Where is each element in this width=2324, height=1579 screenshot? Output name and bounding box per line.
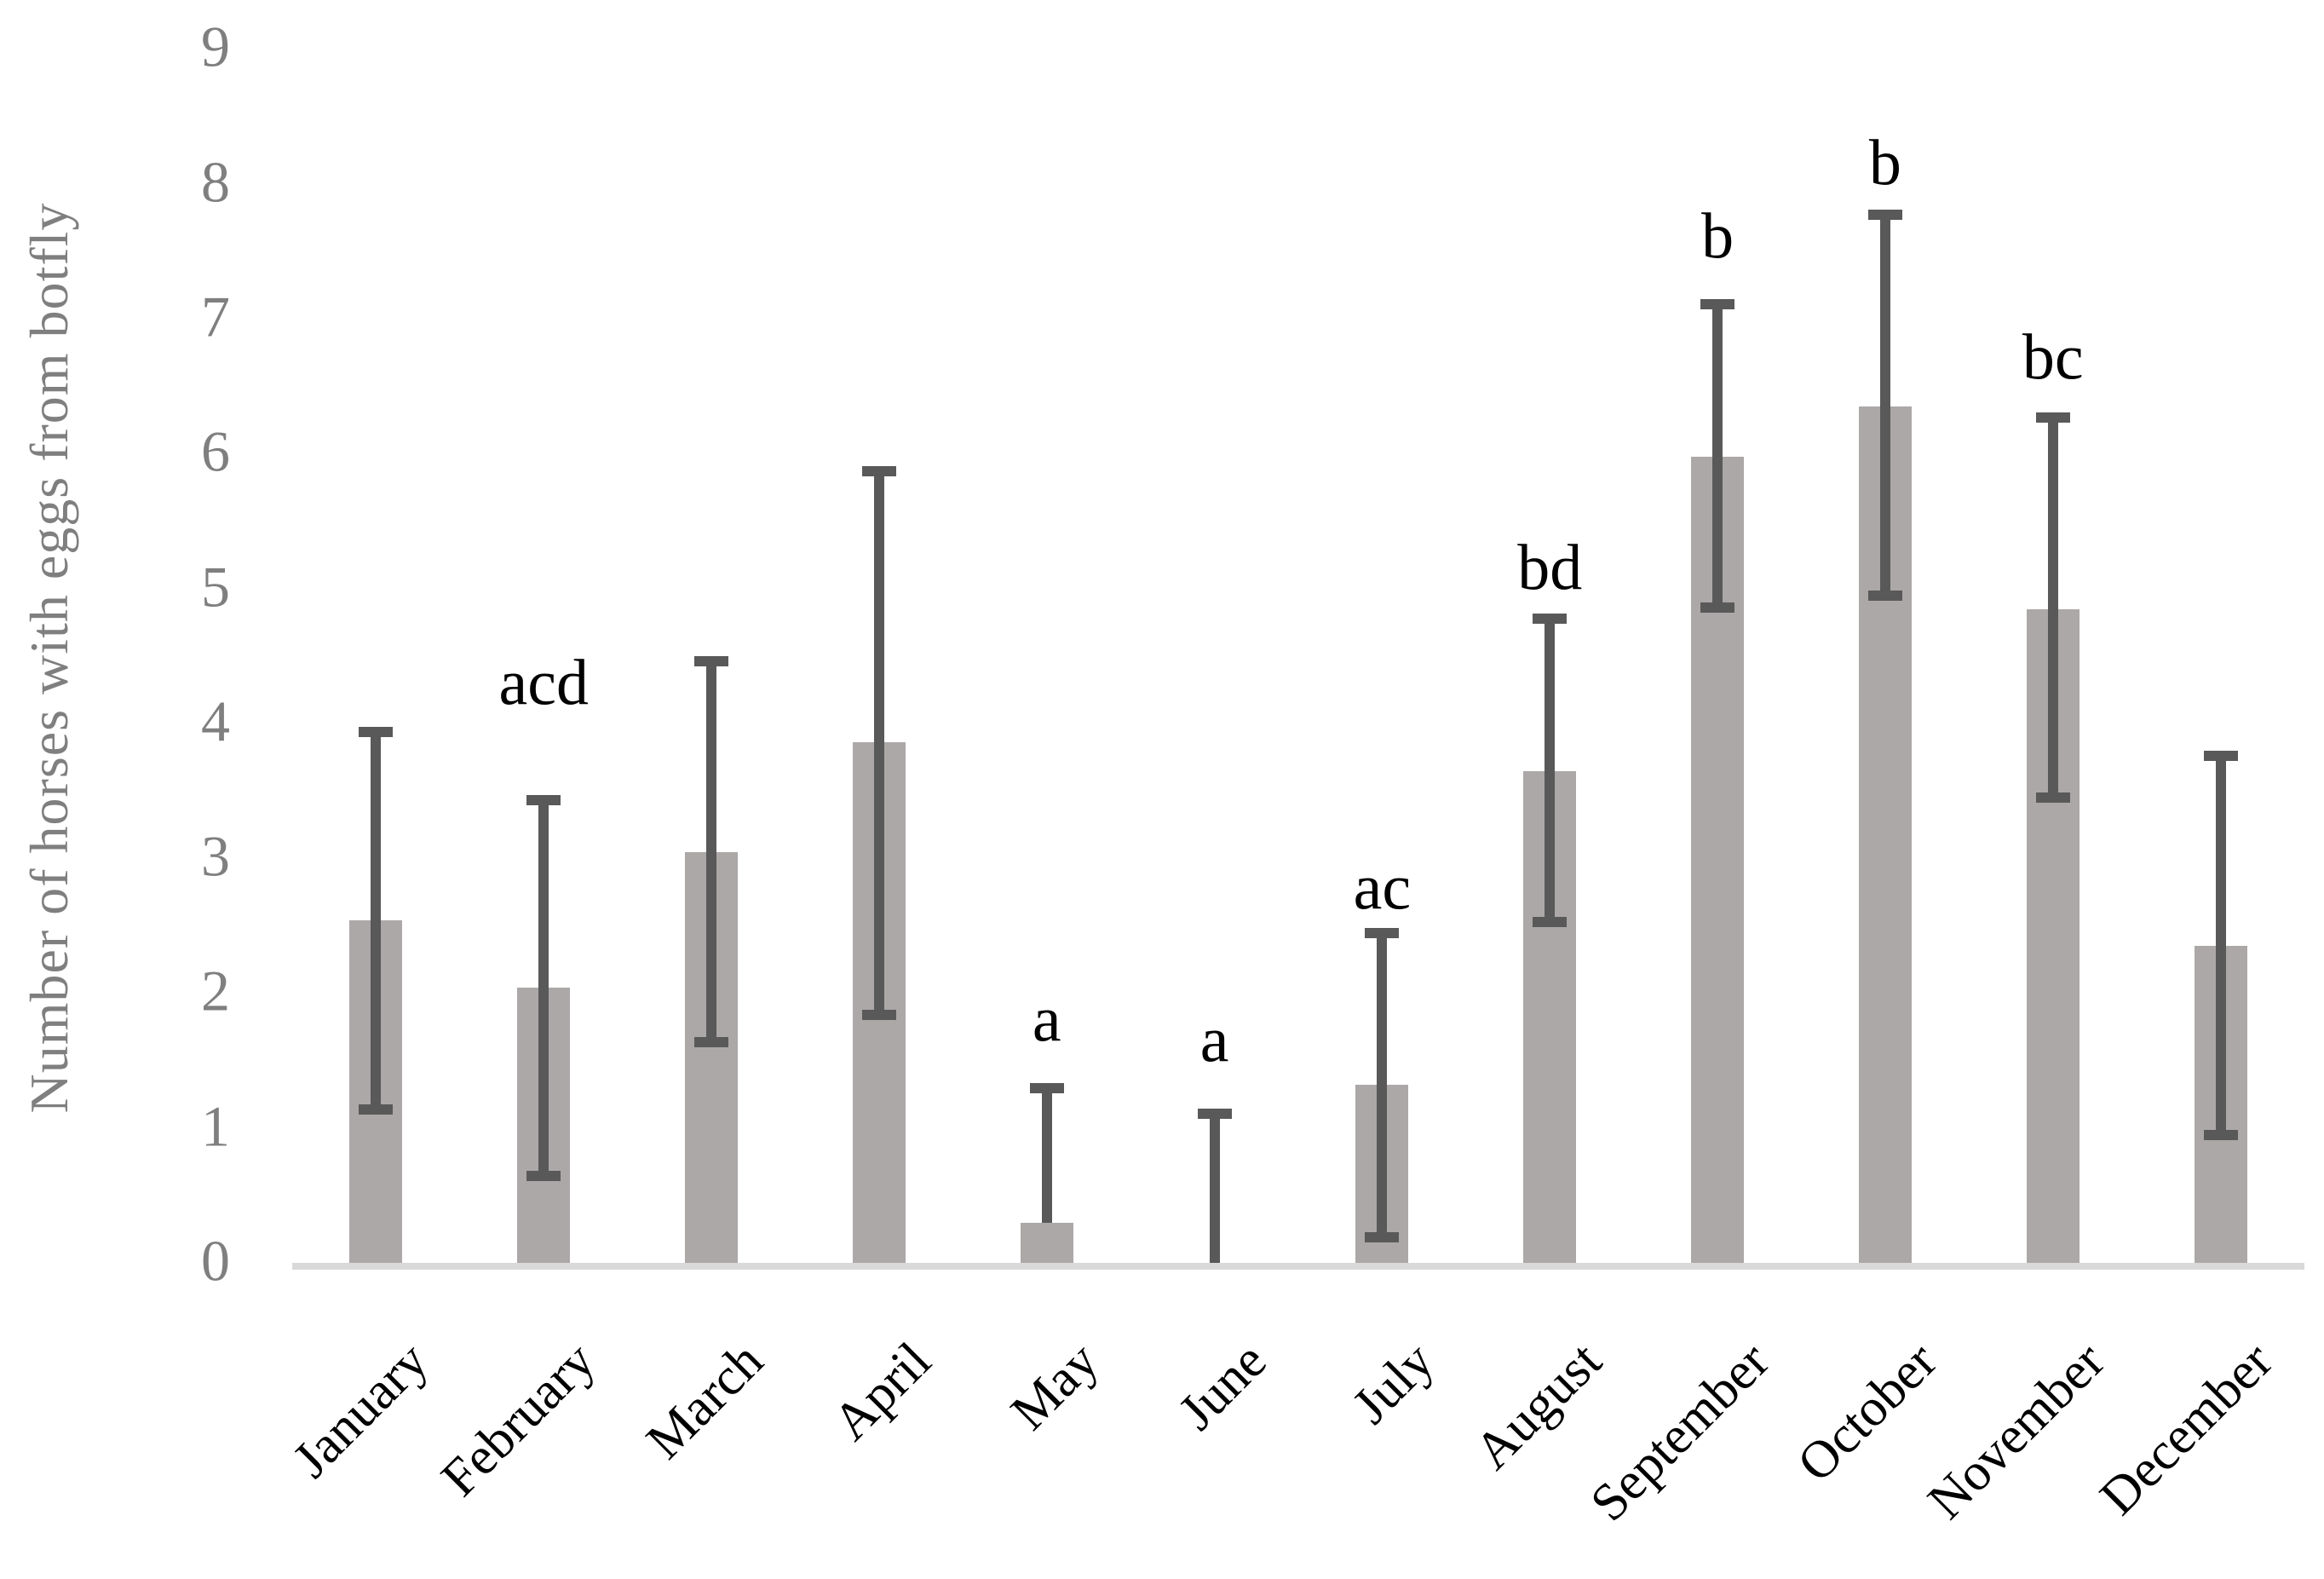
error-bar-december <box>2215 756 2226 1136</box>
error-cap-top-june <box>1197 1108 1232 1119</box>
x-tick-february: February <box>430 1331 607 1508</box>
error-bar-february <box>538 800 549 1176</box>
sig-letter-may: a <box>1032 983 1061 1056</box>
x-axis-line <box>292 1263 2304 1270</box>
x-tick-april: April <box>822 1331 942 1452</box>
error-bar-april <box>873 471 884 1016</box>
sig-letter-february: acd <box>498 647 589 719</box>
error-bar-november <box>2047 417 2058 798</box>
bar-may <box>1020 1222 1073 1265</box>
error-bar-may <box>1041 1087 1052 1223</box>
error-bar-june <box>1209 1113 1220 1265</box>
error-cap-bottom-march <box>694 1036 729 1047</box>
error-cap-top-september <box>1700 298 1735 309</box>
error-cap-bottom-october <box>1867 590 1902 601</box>
error-cap-bottom-february <box>526 1170 561 1181</box>
x-tick-august: August <box>1464 1331 1614 1481</box>
sig-letter-august: bd <box>1517 532 1583 604</box>
sig-letter-september: b <box>1701 200 1734 273</box>
y-tick-5: 5 <box>201 554 230 619</box>
error-cap-top-march <box>694 656 729 667</box>
error-cap-bottom-july <box>1365 1232 1400 1243</box>
y-tick-6: 6 <box>201 418 230 484</box>
error-bar-march <box>706 661 717 1042</box>
x-tick-may: May <box>1000 1331 1110 1442</box>
error-cap-top-may <box>1029 1082 1064 1093</box>
error-cap-bottom-september <box>1700 602 1735 614</box>
x-tick-july: July <box>1342 1331 1446 1435</box>
x-tick-december: December <box>2089 1331 2284 1526</box>
sig-letter-july: ac <box>1353 851 1412 924</box>
error-bar-january <box>371 731 382 1109</box>
x-tick-march: March <box>636 1331 774 1471</box>
error-cap-top-january <box>359 726 394 737</box>
y-tick-8: 8 <box>201 149 230 215</box>
error-cap-top-august <box>1533 613 1568 624</box>
error-cap-top-december <box>2203 751 2238 762</box>
y-tick-9: 9 <box>201 14 230 79</box>
x-tick-june: June <box>1167 1331 1278 1442</box>
x-tick-january: January <box>281 1331 440 1490</box>
error-cap-top-february <box>526 795 561 806</box>
error-cap-bottom-december <box>2203 1130 2238 1141</box>
error-cap-top-july <box>1365 927 1400 938</box>
error-cap-bottom-november <box>2035 792 2070 804</box>
error-bar-september <box>1712 303 1723 608</box>
error-bar-august <box>1545 618 1556 922</box>
y-tick-3: 3 <box>201 823 230 889</box>
error-bar-october <box>1879 215 1890 596</box>
error-cap-bottom-august <box>1533 916 1568 927</box>
y-tick-1: 1 <box>201 1093 230 1159</box>
error-cap-bottom-april <box>861 1010 896 1021</box>
sig-letter-june: a <box>1199 1004 1229 1076</box>
error-cap-top-november <box>2035 412 2070 423</box>
sig-letter-october: b <box>1868 127 1901 199</box>
x-tick-october: October <box>1786 1331 1948 1493</box>
error-cap-bottom-january <box>359 1104 394 1115</box>
error-cap-top-april <box>861 466 896 477</box>
error-cap-top-october <box>1867 210 1902 221</box>
y-tick-7: 7 <box>201 284 230 349</box>
y-tick-0: 0 <box>201 1228 230 1294</box>
error-bar-july <box>1377 932 1388 1238</box>
y-tick-4: 4 <box>201 689 230 754</box>
x-tick-november: November <box>1917 1331 2116 1530</box>
y-axis-title: Number of horses with eggs from botfly <box>19 202 79 1114</box>
x-tick-september: September <box>1579 1331 1780 1533</box>
sig-letter-november: bc <box>2022 321 2084 394</box>
y-tick-2: 2 <box>201 958 230 1023</box>
